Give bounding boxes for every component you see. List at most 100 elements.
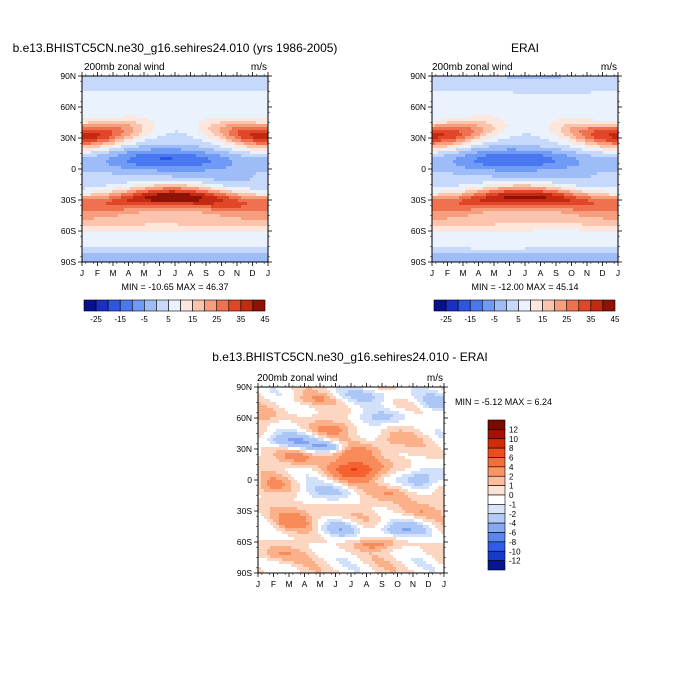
- model-cell: [148, 178, 152, 182]
- model-cell: [202, 211, 206, 215]
- model-colorbar-box: [95, 299, 109, 312]
- erai-cell: [465, 82, 469, 86]
- model-cell: [103, 205, 107, 209]
- erai-cell: [435, 190, 439, 194]
- model-cell: [130, 85, 134, 89]
- model-cell: [130, 127, 134, 131]
- model-stats: MIN = -10.65 MAX = 46.37: [121, 282, 228, 292]
- erai-cell: [435, 145, 439, 149]
- model-cell: [214, 217, 218, 221]
- model-cell: [97, 193, 101, 197]
- model-cell: [166, 247, 170, 251]
- erai-cell: [468, 241, 472, 245]
- erai-cell: [444, 214, 448, 218]
- erai-cell: [438, 190, 442, 194]
- model-cell: [85, 88, 89, 92]
- model-cell: [109, 76, 113, 80]
- model-cell: [142, 229, 146, 233]
- model-cell: [106, 199, 110, 203]
- model-cell: [217, 211, 221, 215]
- model-cell: [226, 136, 230, 140]
- model-cell: [130, 223, 134, 227]
- model-cell: [181, 235, 185, 239]
- model-cell: [103, 232, 107, 236]
- model-cell: [232, 253, 236, 257]
- model-cell: [223, 127, 227, 131]
- model-cell: [157, 175, 161, 179]
- model-cell: [202, 235, 206, 239]
- model-cell: [250, 109, 254, 113]
- model-cell: [100, 136, 104, 140]
- model-cell: [178, 226, 182, 230]
- erai-cell: [441, 172, 445, 176]
- model-cell: [151, 76, 155, 80]
- model-cell: [85, 163, 89, 167]
- model-cell: [100, 229, 104, 233]
- model-cell: [124, 202, 128, 206]
- model-cell: [223, 241, 227, 245]
- model-cell: [121, 154, 125, 158]
- model-cell: [160, 217, 164, 221]
- model-cell: [115, 205, 119, 209]
- model-cell: [142, 121, 146, 125]
- model-colorbar-box: [216, 299, 230, 312]
- model-cell: [169, 163, 173, 167]
- model-cell: [178, 139, 182, 143]
- model-cell: [241, 220, 245, 224]
- model-cell: [247, 193, 251, 197]
- erai-cell: [456, 190, 460, 194]
- model-cell: [133, 145, 137, 149]
- erai-cell: [474, 217, 478, 221]
- model-cell: [139, 232, 143, 236]
- model-cell: [244, 154, 248, 158]
- model-colorbar-box: [252, 299, 266, 312]
- model-cell: [196, 106, 200, 110]
- erai-cell: [447, 109, 451, 113]
- model-cell: [241, 208, 245, 212]
- model-cell: [82, 76, 86, 80]
- erai-cell: [459, 163, 463, 167]
- erai-cell: [459, 139, 463, 143]
- model-cell: [208, 232, 212, 236]
- model-cell: [229, 103, 233, 107]
- model-cell: [85, 220, 89, 224]
- model-cell: [196, 112, 200, 116]
- model-cell: [235, 136, 239, 140]
- model-cell: [226, 118, 230, 122]
- model-cell: [229, 187, 233, 191]
- model-cell: [85, 133, 89, 137]
- model-cell: [130, 115, 134, 119]
- model-cell: [163, 76, 167, 80]
- erai-cell: [456, 187, 460, 191]
- model-cell: [130, 250, 134, 254]
- erai-cell: [444, 259, 448, 263]
- model-cell: [265, 178, 269, 182]
- model-cell: [136, 106, 140, 110]
- model-cell: [91, 178, 95, 182]
- model-cell: [253, 145, 257, 149]
- model-cell: [136, 148, 140, 152]
- model-cell: [142, 217, 146, 221]
- model-cell: [163, 232, 167, 236]
- model-cell: [169, 202, 173, 206]
- model-cell: [256, 88, 260, 92]
- model-cell: [238, 205, 242, 209]
- model-cell: [196, 97, 200, 101]
- model-cell: [130, 184, 134, 188]
- model-cell: [97, 109, 101, 113]
- model-cell: [244, 169, 248, 173]
- model-cell: [253, 100, 257, 104]
- model-cell: [187, 97, 191, 101]
- model-cell: [127, 157, 131, 161]
- model-cell: [106, 91, 110, 95]
- model-cell: [139, 205, 143, 209]
- model-cell: [229, 175, 233, 179]
- model-cell: [106, 127, 110, 131]
- model-cell: [181, 118, 185, 122]
- erai-cell: [444, 109, 448, 113]
- model-cell: [202, 214, 206, 218]
- model-cell: [178, 223, 182, 227]
- model-cell: [220, 100, 224, 104]
- model-cell: [109, 109, 113, 113]
- model-cell: [154, 214, 158, 218]
